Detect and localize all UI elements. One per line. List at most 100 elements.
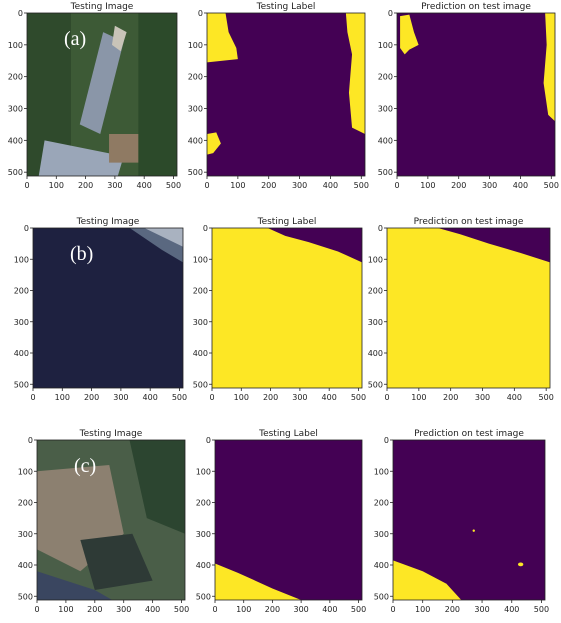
x-tick-label: 500: [174, 605, 189, 614]
x-tick-label: 200: [261, 181, 276, 190]
y-tick-label: 0: [206, 436, 211, 445]
y-tick-label: 200: [188, 73, 203, 82]
x-tick-label: 400: [504, 605, 519, 614]
y-tick-label: 100: [196, 467, 211, 476]
image-panel: [27, 13, 177, 176]
y-tick-label: 200: [368, 287, 383, 296]
x-tick-label: 0: [394, 181, 399, 190]
y-tick-label: 0: [24, 224, 29, 233]
y-tick-label: 300: [374, 530, 389, 539]
y-tick-label: 300: [193, 318, 208, 327]
x-tick-label: 500: [166, 181, 181, 190]
x-tick-label: 100: [55, 393, 70, 402]
panel-title: Prediction on test image: [414, 429, 524, 439]
y-tick-label: 200: [374, 499, 389, 508]
panel-title: Testing Image: [70, 2, 134, 12]
panel-title: Prediction on test image: [421, 2, 531, 12]
y-tick-label: 400: [14, 349, 29, 358]
x-tick-label: 200: [451, 181, 466, 190]
x-tick-label: 300: [293, 605, 308, 614]
label-panel: [215, 440, 362, 600]
x-tick-label: 400: [145, 605, 160, 614]
y-tick-label: 100: [374, 467, 389, 476]
y-tick-label: 100: [18, 467, 33, 476]
x-tick-label: 300: [113, 393, 128, 402]
y-tick-label: 0: [28, 436, 33, 445]
y-tick-label: 400: [8, 136, 23, 145]
prediction-panel: [397, 13, 555, 176]
y-tick-label: 500: [188, 168, 203, 177]
y-tick-label: 100: [188, 41, 203, 50]
panel-title: Prediction on test image: [414, 217, 524, 227]
y-tick-label: 400: [378, 136, 393, 145]
x-tick-label: 0: [209, 393, 214, 402]
x-tick-label: 0: [30, 393, 35, 402]
x-tick-label: 100: [58, 605, 73, 614]
y-tick-label: 100: [378, 41, 393, 50]
x-tick-label: 300: [292, 181, 307, 190]
x-tick-label: 500: [351, 393, 366, 402]
x-tick-label: 500: [534, 605, 549, 614]
y-tick-label: 400: [374, 561, 389, 570]
x-tick-label: 200: [84, 393, 99, 402]
y-tick-label: 400: [188, 136, 203, 145]
image-panel: [37, 440, 185, 600]
x-tick-label: 200: [78, 181, 93, 190]
y-tick-label: 0: [384, 436, 389, 445]
x-tick-label: 100: [420, 181, 435, 190]
y-tick-label: 100: [368, 255, 383, 264]
x-tick-label: 0: [384, 393, 389, 402]
y-tick-label: 400: [196, 561, 211, 570]
x-tick-label: 300: [107, 181, 122, 190]
figure: Testing Image010020030040050001002003004…: [0, 0, 561, 619]
y-tick-label: 400: [18, 561, 33, 570]
x-tick-label: 100: [49, 181, 64, 190]
y-tick-label: 400: [368, 349, 383, 358]
x-tick-label: 100: [236, 605, 251, 614]
y-tick-label: 200: [8, 73, 23, 82]
image-panel: [33, 228, 183, 388]
y-tick-label: 200: [18, 499, 33, 508]
x-tick-label: 200: [87, 605, 102, 614]
x-tick-label: 500: [172, 393, 187, 402]
y-tick-label: 100: [14, 255, 29, 264]
y-tick-label: 500: [18, 592, 33, 601]
y-tick-label: 0: [18, 9, 23, 18]
y-tick-label: 200: [14, 287, 29, 296]
prediction-panel: [387, 228, 550, 388]
x-tick-label: 400: [507, 393, 522, 402]
row-label: (b): [70, 243, 93, 265]
x-tick-label: 200: [263, 393, 278, 402]
x-tick-label: 100: [415, 605, 430, 614]
label-panel: [212, 228, 362, 388]
panel-title: Testing Image: [76, 217, 140, 227]
y-tick-label: 0: [198, 9, 203, 18]
y-tick-label: 300: [378, 105, 393, 114]
x-tick-label: 500: [539, 393, 554, 402]
panel-title: Testing Label: [258, 429, 318, 439]
x-tick-label: 300: [482, 181, 497, 190]
x-tick-label: 100: [230, 181, 245, 190]
x-tick-label: 0: [24, 181, 29, 190]
x-tick-label: 500: [354, 181, 369, 190]
x-tick-label: 300: [292, 393, 307, 402]
y-tick-label: 0: [378, 224, 383, 233]
x-tick-label: 200: [265, 605, 280, 614]
y-tick-label: 0: [388, 9, 393, 18]
y-tick-label: 300: [18, 530, 33, 539]
x-tick-label: 100: [411, 393, 426, 402]
x-tick-label: 200: [443, 393, 458, 402]
y-tick-label: 300: [8, 105, 23, 114]
panel-title: Testing Image: [79, 429, 143, 439]
panel-title: Testing Label: [256, 2, 316, 12]
y-tick-label: 500: [368, 380, 383, 389]
x-tick-label: 400: [513, 181, 528, 190]
x-tick-label: 400: [137, 181, 152, 190]
y-tick-label: 100: [193, 255, 208, 264]
x-tick-label: 0: [34, 605, 39, 614]
x-tick-label: 200: [445, 605, 460, 614]
x-tick-label: 300: [475, 393, 490, 402]
y-tick-label: 300: [14, 318, 29, 327]
y-tick-label: 300: [368, 318, 383, 327]
y-tick-label: 400: [193, 349, 208, 358]
